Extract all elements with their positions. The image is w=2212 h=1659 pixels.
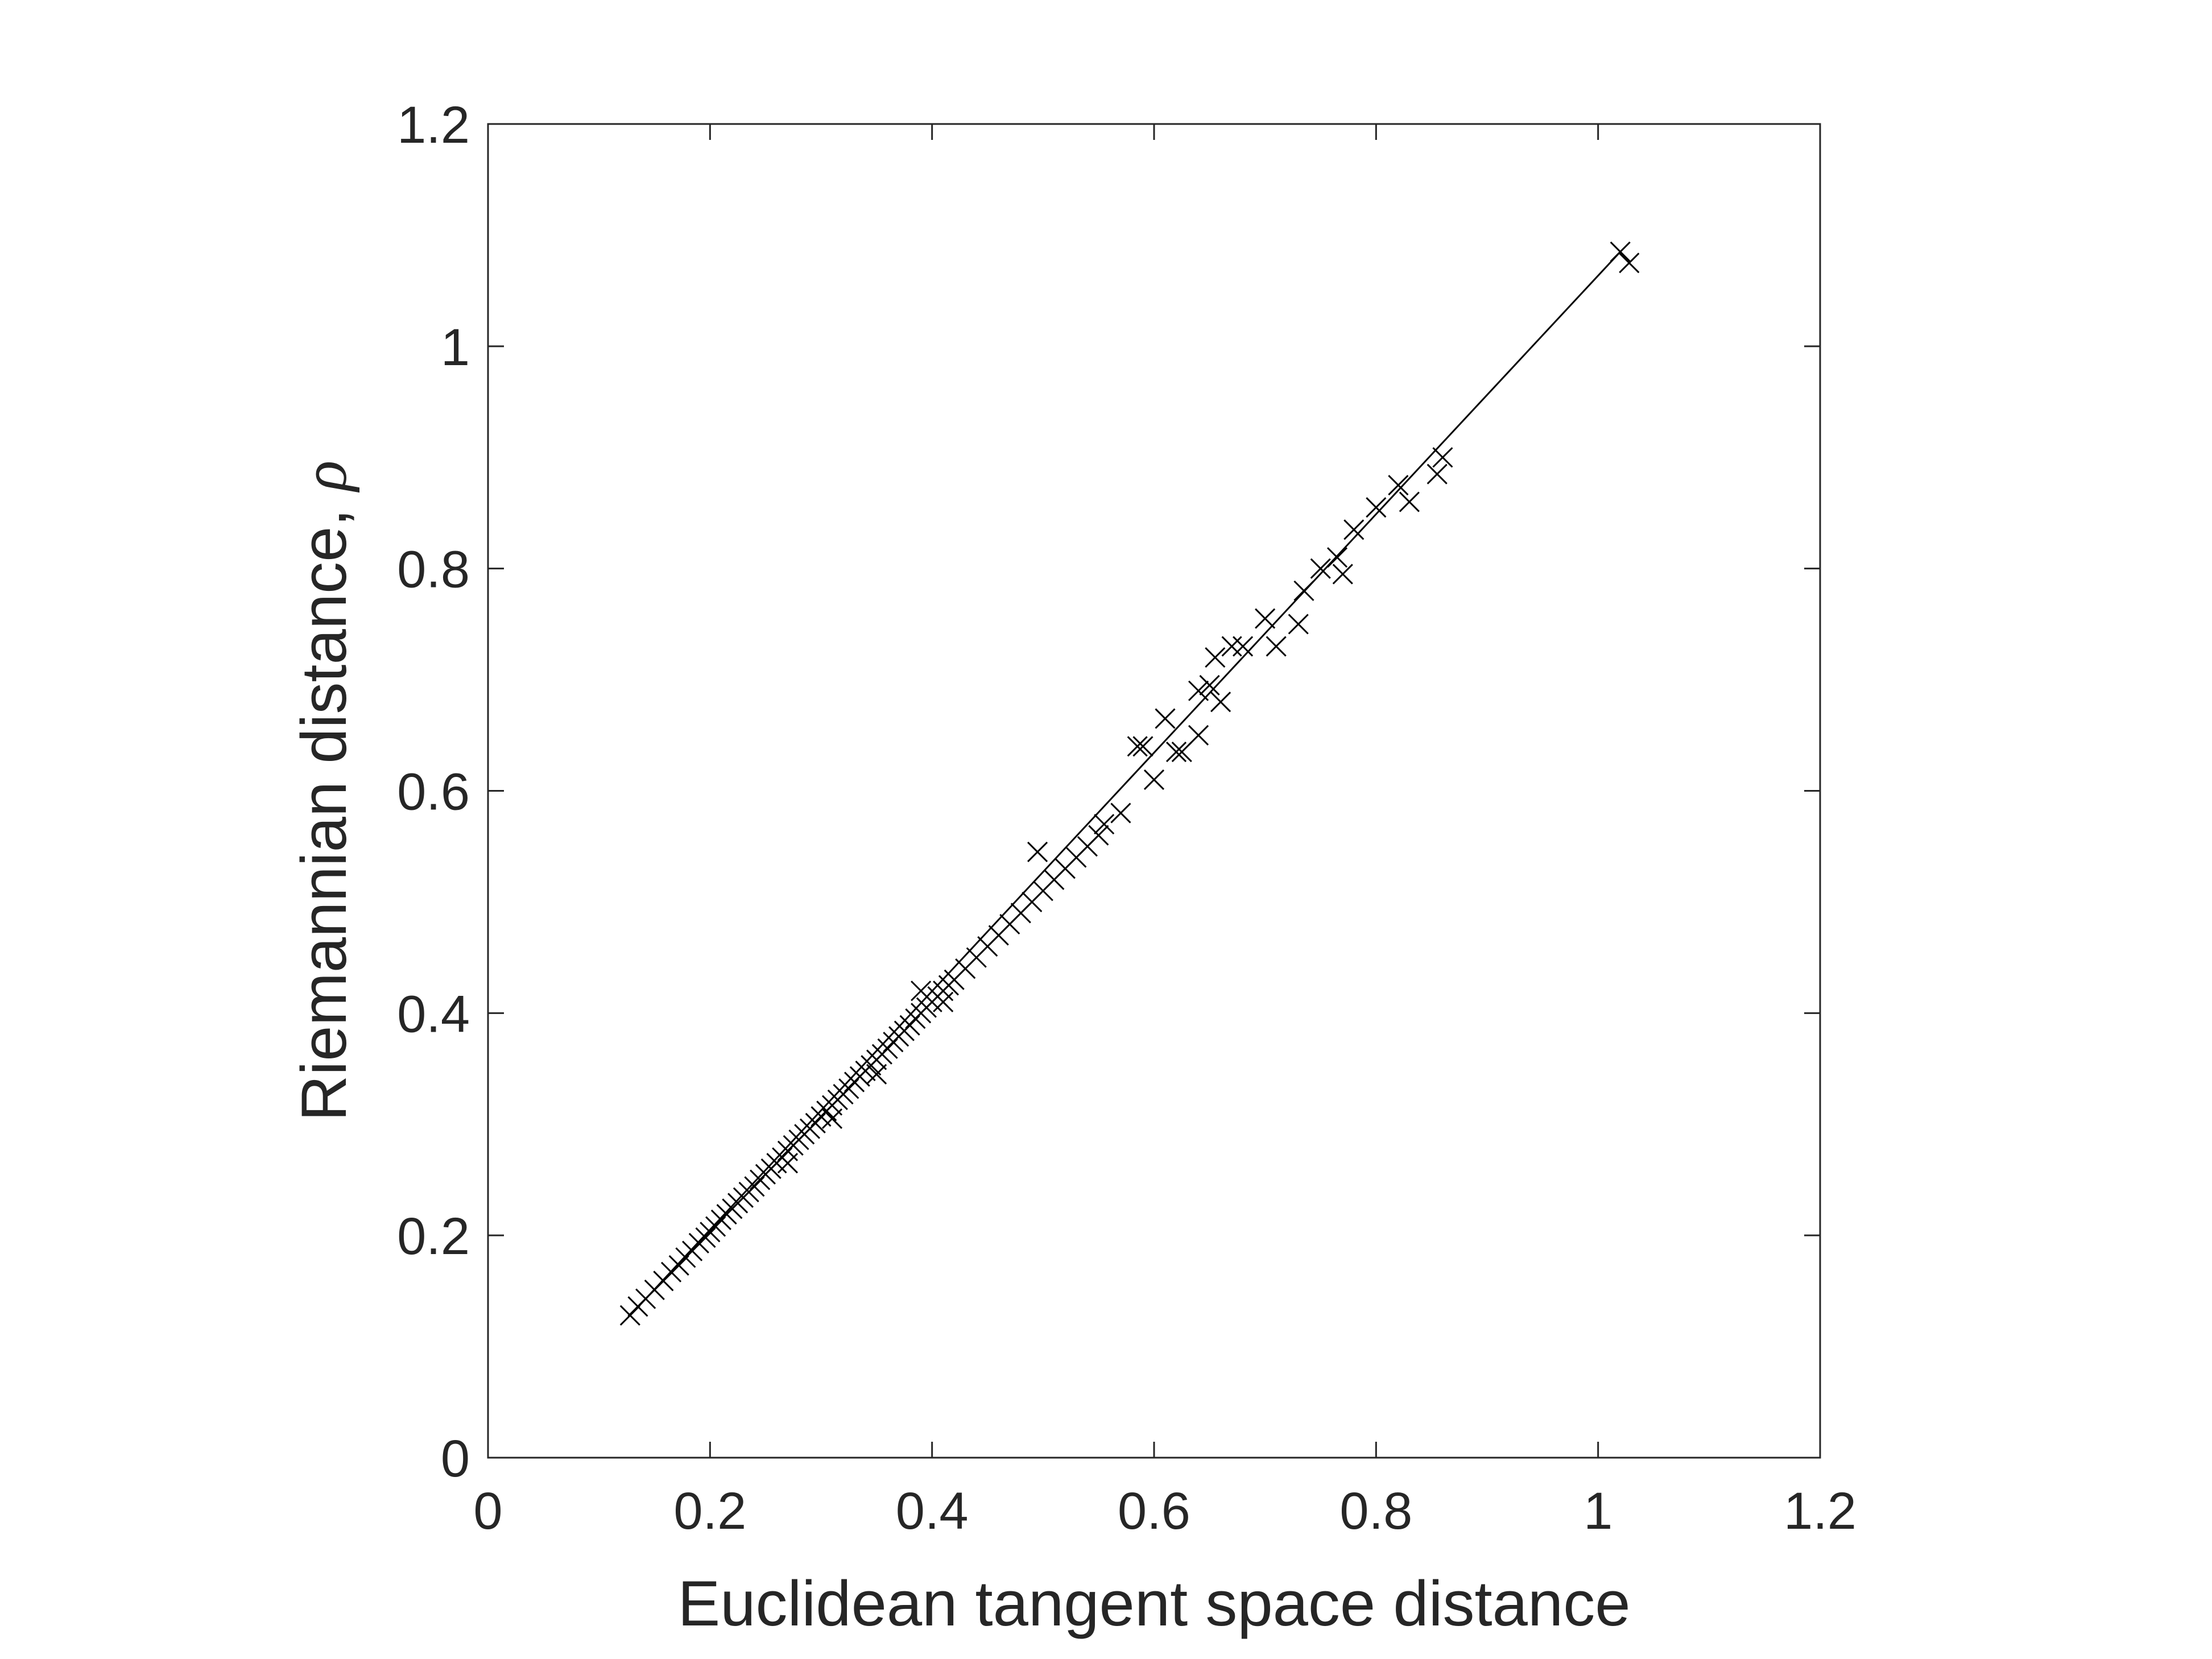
data-point bbox=[1188, 725, 1209, 746]
data-point bbox=[1399, 491, 1420, 512]
data-points bbox=[619, 241, 1640, 1326]
y-axis-label-symbol: ρ bbox=[290, 461, 360, 493]
data-point bbox=[1233, 636, 1254, 657]
y-tick-label: 0.8 bbox=[397, 541, 470, 599]
data-point bbox=[1143, 769, 1165, 791]
y-tick-label: 0.6 bbox=[397, 763, 470, 821]
x-tick-label: 1.2 bbox=[1784, 1482, 1857, 1540]
data-point bbox=[911, 980, 932, 1002]
data-point bbox=[1110, 802, 1131, 824]
data-point bbox=[1310, 558, 1331, 579]
data-point bbox=[1610, 241, 1631, 262]
data-point bbox=[1094, 814, 1115, 835]
data-point bbox=[1027, 841, 1048, 863]
y-axis-label-text: Riemannian distance, bbox=[288, 491, 359, 1121]
y-tick-label: 0.2 bbox=[397, 1207, 470, 1265]
data-point bbox=[1221, 636, 1242, 657]
data-point bbox=[1210, 692, 1231, 713]
axis-tick-labels: 0 0.2 0.4 0.6 0.8 1 1.2 0 0.2 0.4 0.6 0.8 1 1.2 bbox=[397, 96, 1857, 1540]
x-tick-label: 0.2 bbox=[673, 1482, 746, 1540]
y-tick-label: 1 bbox=[441, 318, 470, 377]
data-point bbox=[1132, 736, 1153, 757]
y-tick-label: 0.4 bbox=[397, 985, 470, 1043]
data-point bbox=[1343, 519, 1365, 540]
data-point bbox=[1127, 736, 1148, 757]
reference-line bbox=[631, 251, 1621, 1314]
axis-ticks bbox=[487, 123, 1821, 1459]
data-point bbox=[1366, 497, 1387, 518]
data-point bbox=[821, 1108, 843, 1130]
data-point bbox=[1205, 647, 1226, 668]
data-point bbox=[1165, 742, 1187, 763]
x-tick-label: 1 bbox=[1583, 1482, 1613, 1540]
data-point bbox=[1255, 608, 1276, 629]
data-point bbox=[777, 1153, 799, 1174]
data-point bbox=[1293, 580, 1314, 601]
data-point bbox=[1432, 447, 1453, 468]
x-tick-label: 0 bbox=[473, 1482, 502, 1540]
data-point bbox=[1088, 825, 1109, 846]
data-point bbox=[1326, 547, 1348, 568]
plot-area bbox=[487, 123, 1821, 1459]
x-tick-label: 0.6 bbox=[1118, 1482, 1190, 1540]
data-point bbox=[1266, 636, 1287, 657]
data-point bbox=[933, 991, 954, 1012]
data-point bbox=[866, 1064, 887, 1085]
data-point bbox=[1332, 564, 1353, 585]
x-axis-label: Euclidean tangent space distance bbox=[678, 1568, 1631, 1639]
x-tick-label: 0.4 bbox=[896, 1482, 969, 1540]
data-point bbox=[1199, 675, 1220, 696]
y-tick-label: 0 bbox=[441, 1430, 470, 1488]
x-tick-label: 0.8 bbox=[1339, 1482, 1412, 1540]
data-point bbox=[1388, 475, 1409, 496]
data-point bbox=[1171, 742, 1192, 763]
data-point bbox=[1155, 708, 1176, 729]
y-axis-label: Riemannian distance, ρ bbox=[288, 461, 360, 1122]
y-tick-label: 1.2 bbox=[397, 96, 470, 154]
data-point bbox=[1619, 253, 1640, 274]
data-point bbox=[1427, 464, 1448, 485]
data-point bbox=[1288, 614, 1309, 635]
data-point bbox=[1188, 680, 1209, 701]
